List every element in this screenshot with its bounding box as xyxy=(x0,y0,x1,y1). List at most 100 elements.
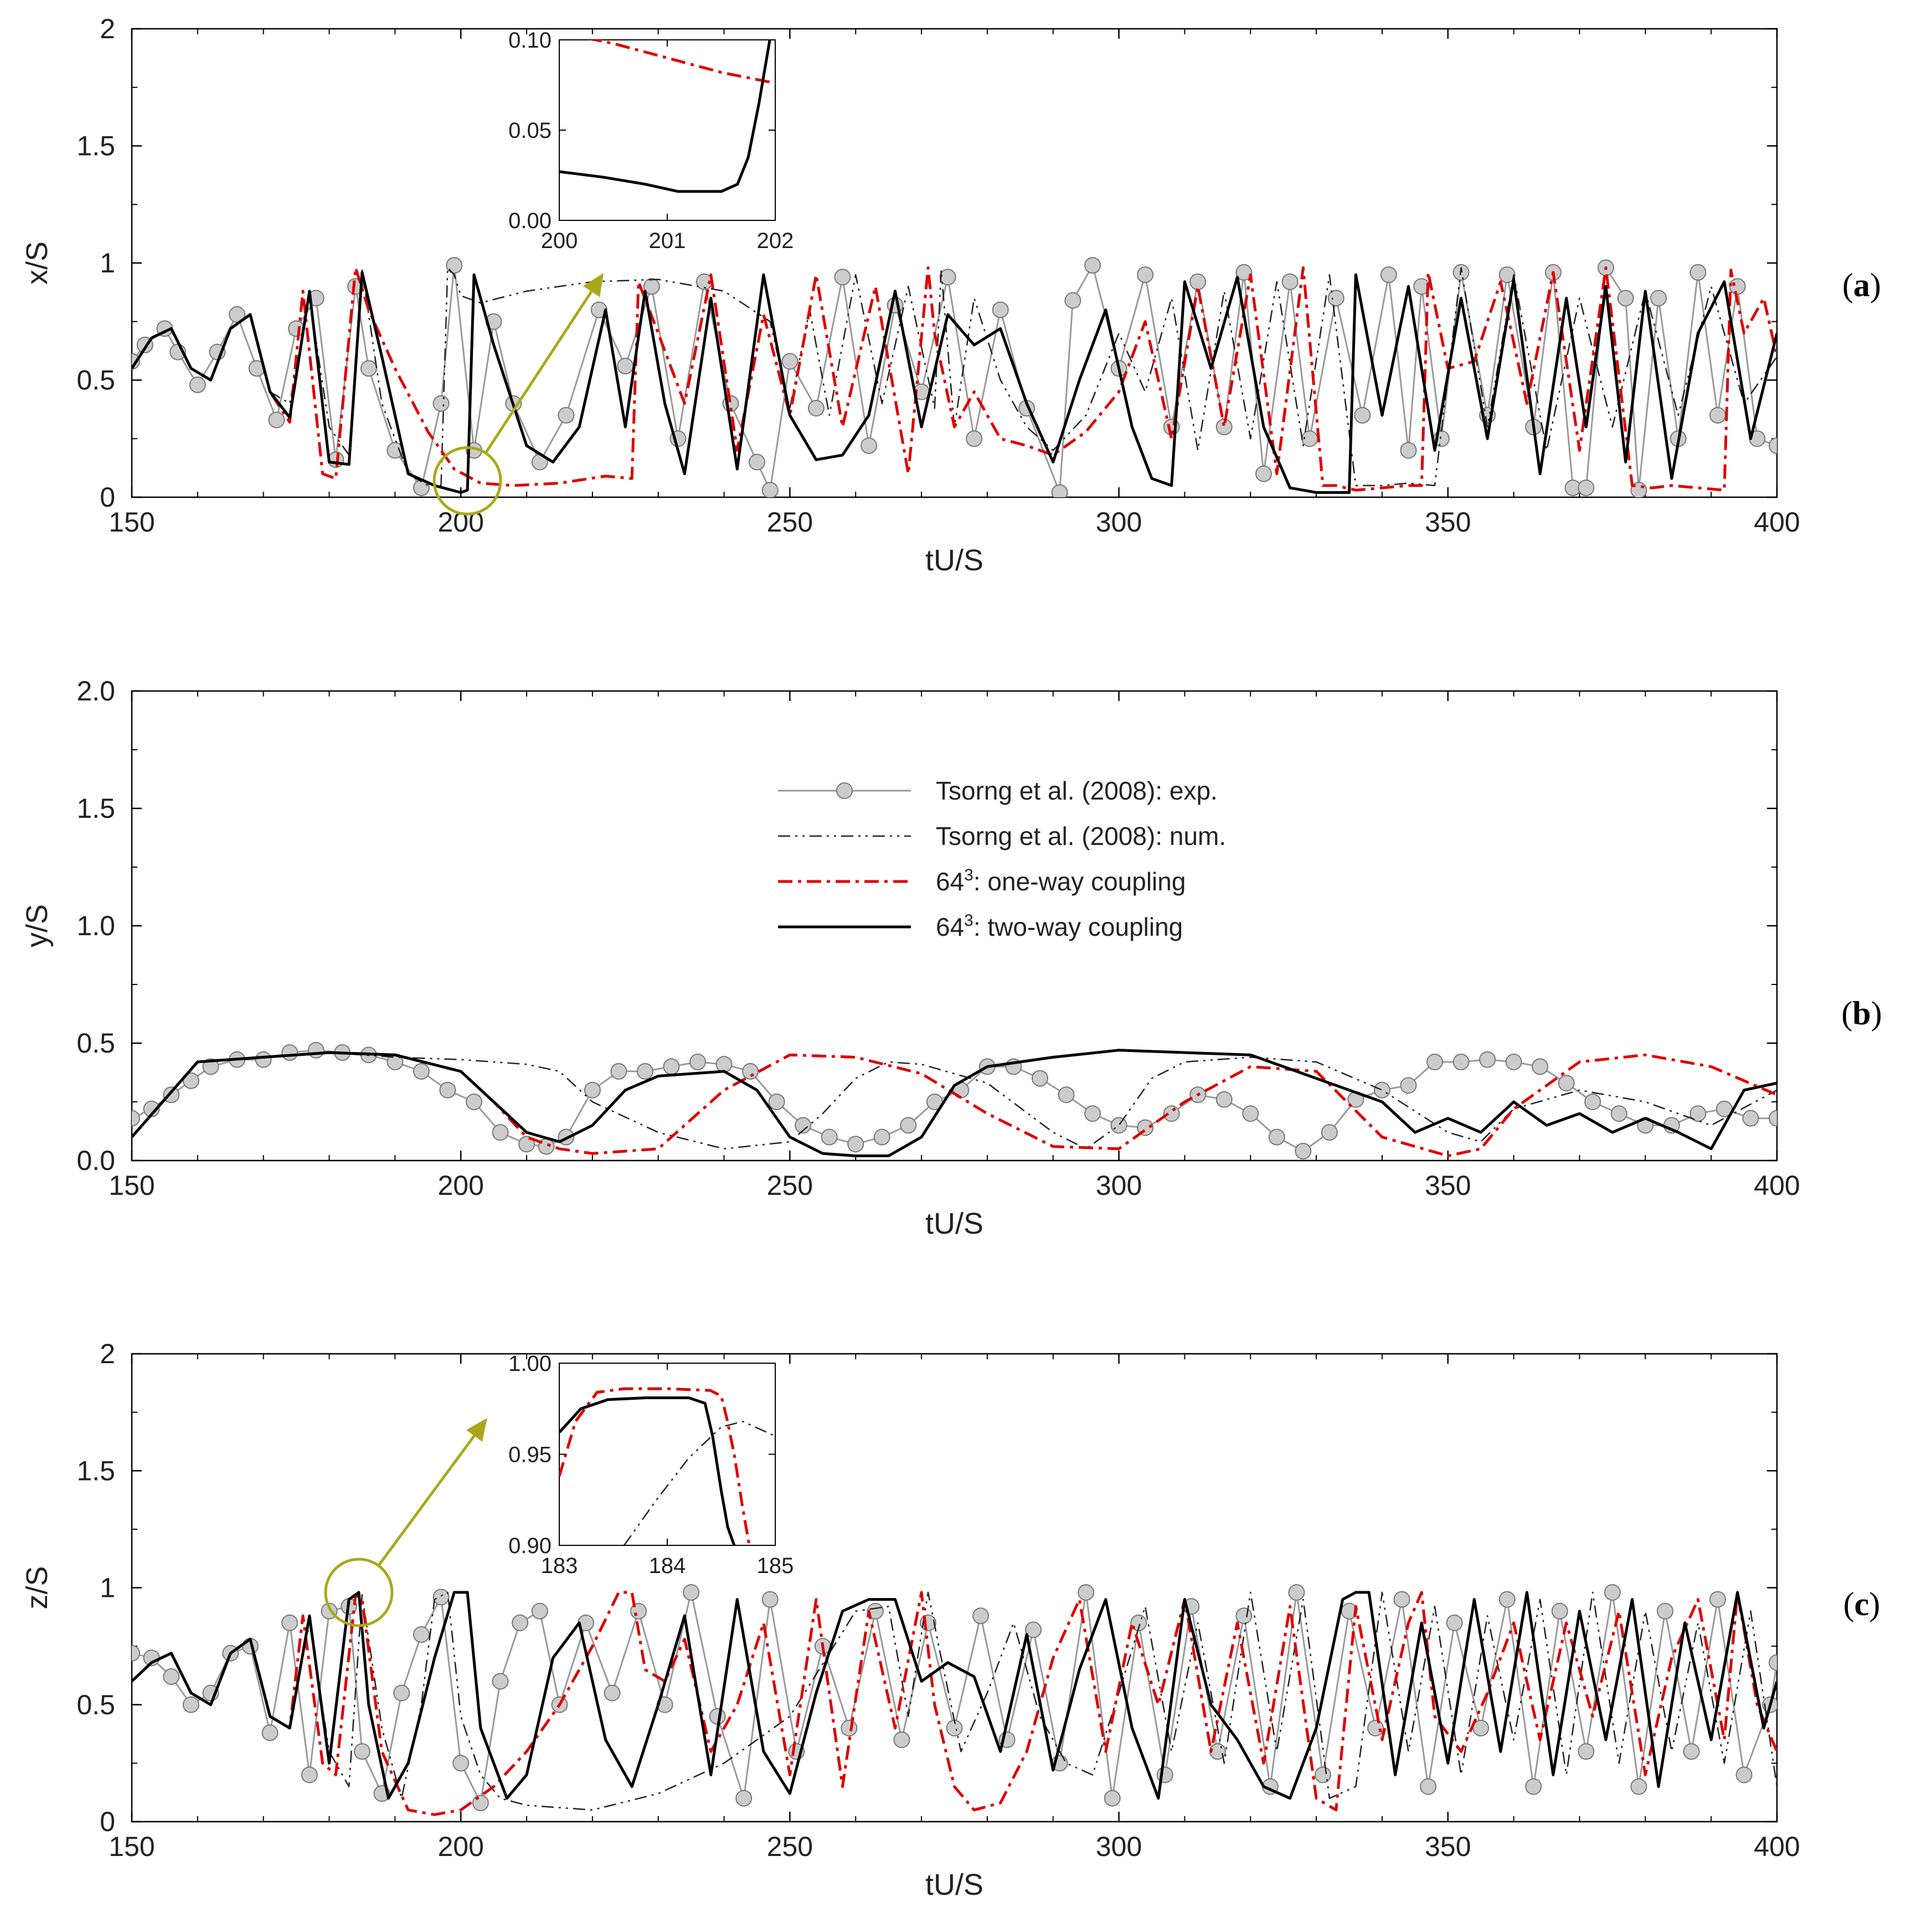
inset-frame xyxy=(559,39,776,221)
series-line-exp xyxy=(132,264,1777,493)
exp-data-point xyxy=(413,1063,430,1080)
y-axis-label: z/S xyxy=(20,1566,54,1609)
exp-data-point xyxy=(1683,1743,1700,1760)
exp-data-point xyxy=(1742,1110,1759,1127)
exp-data-point xyxy=(1656,1602,1673,1620)
exp-data-point xyxy=(1354,406,1371,424)
exp-data-point xyxy=(807,400,825,417)
inset-y-tick-label: 0.00 xyxy=(508,209,552,233)
exp-data-point xyxy=(182,1696,199,1713)
exp-data-point xyxy=(301,1766,318,1783)
exp-data-point xyxy=(1584,1094,1601,1110)
exp-data-point xyxy=(360,360,377,377)
exp-data-point xyxy=(1242,1105,1259,1122)
panel-tag-open: ( xyxy=(1841,995,1852,1032)
exp-data-point xyxy=(1420,1778,1437,1795)
zoom-arrow-line xyxy=(378,1435,476,1566)
series-line-exp xyxy=(132,1591,1777,1804)
panel-tag-letter: a xyxy=(1853,267,1870,303)
exp-data-point xyxy=(1578,480,1595,497)
exp-data-point xyxy=(1084,1105,1101,1122)
exp-data-point xyxy=(472,1795,489,1812)
exp-data-point xyxy=(1367,1720,1384,1736)
panel-tag: (a) xyxy=(1842,267,1881,303)
legend-label-sup: 3 xyxy=(964,866,973,884)
legend-label-num: Tsorng et al. (2008): num. xyxy=(936,822,1226,850)
exp-data-point xyxy=(465,1094,482,1110)
exp-data-point xyxy=(1315,1766,1332,1783)
data-layer xyxy=(132,257,1777,497)
exp-data-point xyxy=(617,358,634,375)
exp-data-point xyxy=(1709,1591,1727,1608)
inset-x-tick-label: 200 xyxy=(541,229,578,253)
inset-y-tick-label: 0.95 xyxy=(508,1443,552,1467)
exp-data-point xyxy=(1215,1091,1233,1108)
x-tick-label: 300 xyxy=(1096,1831,1142,1862)
exp-data-point xyxy=(558,406,575,424)
x-tick-label: 350 xyxy=(1425,1170,1471,1201)
exp-data-point xyxy=(1380,266,1397,283)
panel-tag-close: ) xyxy=(1870,267,1881,303)
exp-data-point xyxy=(1321,1124,1338,1141)
series-line-one_way xyxy=(132,1051,1777,1157)
exp-data-point xyxy=(1400,1077,1417,1094)
panel-tag-close: ) xyxy=(1871,995,1882,1032)
legend-label-sup: 3 xyxy=(964,911,973,930)
exp-data-point xyxy=(1373,1081,1390,1099)
zoom-circle xyxy=(324,1558,394,1627)
series-line-two_way xyxy=(132,1049,1777,1157)
panel-a-chart: 0 0.5 1 1.5 2 150 200 250 300 350 400 tU/S x/S (a) 0.0… xyxy=(20,13,1881,577)
exp-data-point xyxy=(1709,406,1727,424)
exp-data-point xyxy=(531,1602,548,1620)
exp-data-point xyxy=(643,278,660,295)
exp-data-point xyxy=(512,1614,529,1631)
inset-x-tick-label: 183 xyxy=(541,1554,578,1578)
exp-data-point xyxy=(268,411,285,429)
exp-data-point xyxy=(452,1755,470,1772)
exp-data-point xyxy=(1393,1591,1410,1608)
inset-x-tick-label: 201 xyxy=(649,229,686,253)
data-layer xyxy=(132,1584,1777,1816)
x-tick-label: 300 xyxy=(1096,507,1142,538)
exp-data-point xyxy=(1426,1053,1444,1070)
zoom-arrow-head xyxy=(466,1418,487,1442)
y-tick-label: 1.5 xyxy=(76,131,115,162)
exp-data-point xyxy=(1078,1584,1095,1601)
panel-tag-open: ( xyxy=(1842,267,1853,303)
series-line-num xyxy=(132,1051,1777,1150)
panel-tag-close: ) xyxy=(1869,1586,1880,1622)
exp-data-point xyxy=(663,1058,680,1075)
exp-data-point xyxy=(847,1136,864,1153)
exp-data-point xyxy=(1610,1105,1627,1122)
exp-data-point xyxy=(761,1591,779,1608)
exp-data-point xyxy=(432,1589,450,1606)
exp-data-point xyxy=(143,1100,160,1117)
inset-y-tick-label: 0.05 xyxy=(508,118,552,143)
y-tick-label: 0.5 xyxy=(76,1028,115,1059)
exp-data-point xyxy=(768,1094,785,1110)
inset-frame xyxy=(559,1363,776,1546)
legend-marker-exp xyxy=(836,782,853,799)
y-tick-label: 0.0 xyxy=(76,1145,115,1176)
zoom-circle xyxy=(432,446,502,515)
exp-data-point xyxy=(781,353,798,370)
legend-label-suffix: : two-way coupling xyxy=(973,912,1183,941)
legend-label-prefix: 64 xyxy=(936,912,964,941)
exp-data-point xyxy=(1446,1614,1463,1631)
inset-series-line-two_way xyxy=(559,40,771,193)
y-tick-label: 1.5 xyxy=(76,1455,115,1486)
legend-label-one_way: 643: one-way coupling xyxy=(936,866,1186,896)
inset-series-line-two_way xyxy=(559,1396,736,1545)
exp-data-point xyxy=(1189,273,1207,290)
exp-data-point xyxy=(1558,1075,1575,1092)
panel-c-chart: 0 0.5 1 1.5 2 150 200 250 300 350 400 tU/S z/S (c) 0.9… xyxy=(20,1338,1880,1901)
exp-data-point xyxy=(966,430,983,447)
exp-data-point xyxy=(518,1136,535,1153)
exp-data-point xyxy=(163,1086,180,1104)
x-axis-label: tU/S xyxy=(925,1868,983,1901)
y-tick-label: 2.0 xyxy=(76,676,115,707)
inset-data-layer xyxy=(559,40,775,193)
exp-data-point xyxy=(1235,264,1253,281)
exp-data-point xyxy=(1288,1584,1305,1601)
exp-data-point xyxy=(1058,1086,1075,1104)
